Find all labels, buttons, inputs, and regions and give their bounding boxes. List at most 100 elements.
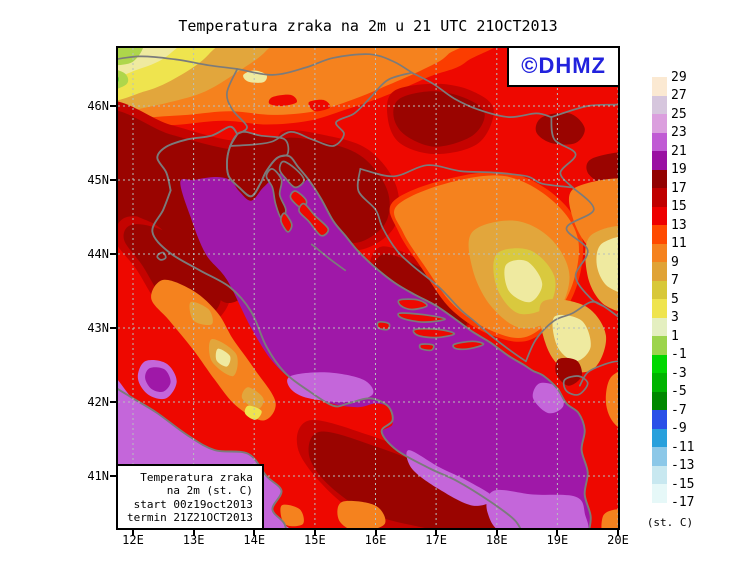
colorbar-label-9: 9 [671,254,679,270]
colorbar-swatch-4 [652,151,667,170]
colorbar-swatch-15 [652,354,667,373]
colorbar-swatch-1 [652,95,667,114]
map-title: Temperatura zraka na 2m u 21 UTC 21OCT20… [178,17,558,35]
border-italy-slovenia [226,68,248,135]
colorbar-label--7: -7 [671,402,687,418]
colorbar-label--11: -11 [671,439,695,455]
field-apennines-gold-3 [241,387,264,410]
colorbar-swatch-13 [652,317,667,336]
field-adriatic-coastal-maroon [129,176,246,304]
colorbar-label--1: -1 [671,347,687,362]
lon-tick-mark [313,530,316,536]
island-korcula [412,327,456,339]
lon-tick-mark [253,530,256,536]
lon-tick-mark [495,530,498,536]
colorbar-swatch-18 [652,410,667,429]
field-basilicata-orange [337,500,386,528]
field-albania-corner-orange [601,509,618,528]
lon-tick-label-13E: 13E [182,533,205,547]
border-croatia-serbia [550,116,577,189]
lon-tick-label-18E: 18E [485,533,508,547]
field-slavonia-maroon [393,91,485,147]
colorbar-swatch-2 [652,114,667,133]
island-pag [298,202,330,237]
island-lastovo [418,343,435,352]
border-montenegro-albania [578,360,618,387]
lat-tick-label-41N: 41N [87,469,109,483]
lon-tick-mark [192,530,195,536]
field-apennines-yellow [244,405,262,420]
field-montenegro-paleyellow [552,314,591,362]
coast-italy-north [156,125,239,192]
field-backa-maroon [535,112,585,145]
field-adriatic-violet-bar [532,382,564,414]
colorbar-label-11: 11 [671,236,687,251]
field-alps-green [118,76,119,83]
colorbar-label-21: 21 [671,143,687,159]
island-krk [278,160,305,189]
colorbar-swatch-0 [652,77,667,96]
coast-italy-tyrrhenian [118,388,287,528]
colorbar-label-13: 13 [671,217,687,233]
lat-tick-mark [110,475,116,477]
colorbar-label-15: 15 [671,199,687,214]
colorbar-label--17: -17 [671,495,695,510]
lat-tick-mark [110,253,116,255]
field-kosovo-paleyellow [596,236,618,292]
colorbar-label-5: 5 [671,291,679,307]
colorbar-swatch-5 [652,169,667,188]
field-lika-maroon [277,137,390,243]
field-slovenia-red-spot-1 [268,94,298,107]
grid-lines [118,48,618,528]
lat-tick-label-46N: 46N [87,99,109,113]
dhmz-copyright-badge: ©DHMZ [507,48,618,87]
colorbar-swatch-7 [652,206,667,225]
colorbar-swatch-9 [652,243,667,262]
colorbar-label-17: 17 [671,180,687,196]
country-borders [118,53,618,396]
field-latium-purple [145,367,171,392]
colorbar-label--13: -13 [671,458,695,473]
border-montenegro [525,300,618,363]
colorbar-label-29: 29 [671,69,687,85]
colorbar-swatch-19 [652,428,667,447]
island-brac [397,298,428,311]
colorbar-label--9: -9 [671,421,687,436]
lon-tick-label-16E: 16E [364,533,387,547]
colorbar-swatch-22 [652,484,667,503]
colorbar-swatch-14 [652,336,667,355]
dhmz-badge-label: ©DHMZ [521,53,606,78]
field-alps-yellowgreen-2 [118,70,129,89]
temperature-map [118,48,618,528]
colorbar-swatch-8 [652,225,667,244]
lat-tick-mark [110,401,116,403]
field-campania-orange [280,504,304,527]
lat-tick-mark [110,105,116,107]
islands [226,130,485,352]
field-albania-edge-orange [605,371,618,427]
coast-croatia [225,133,592,528]
border-hungary-serbia [550,103,618,118]
lat-tick-label-42N: 42N [87,395,109,409]
lon-tick-label-15E: 15E [304,533,326,547]
lon-tick-mark [435,530,438,536]
colorbar-label-25: 25 [671,106,687,122]
lat-tick-mark [110,327,116,329]
colorbar-label--15: -15 [671,476,695,492]
lon-tick-mark [556,530,559,536]
lon-tick-label-17E: 17E [425,533,447,547]
lat-tick-label-45N: 45N [87,173,109,187]
lat-tick-mark [110,179,116,181]
colorbar-label--5: -5 [671,384,687,399]
colorbar-unit-label: (st. C) [646,516,694,529]
lat-tick-label-44N: 44N [87,247,109,261]
border-bosnia-west [356,168,527,363]
border-croatia-hungary [411,71,553,118]
colorbar-swatch-3 [652,132,667,151]
colorbar-swatch-6 [652,188,667,207]
island-vis [376,320,391,331]
lon-tick-label-19E: 19E [546,533,569,547]
border-slovenia-croatia [229,71,413,147]
field-adriatic-violet-central [287,372,374,403]
